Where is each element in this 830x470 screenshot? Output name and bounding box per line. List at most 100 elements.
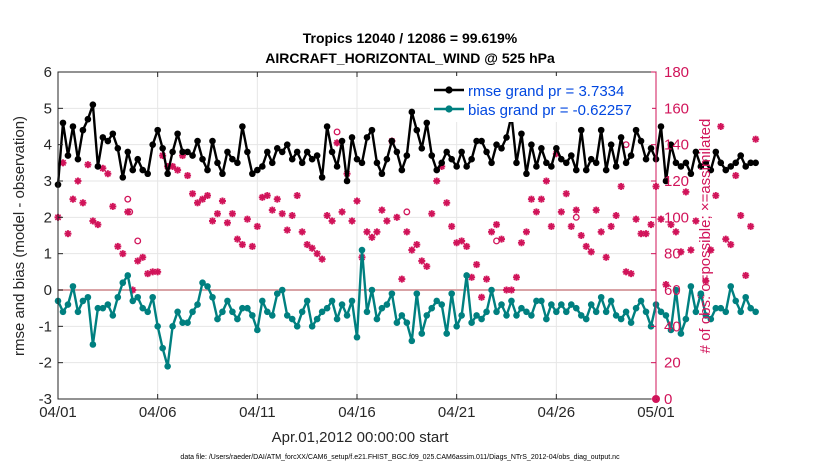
obs-count-point	[612, 212, 620, 220]
rmse-grand-point	[607, 141, 615, 148]
y2-tick-label: 60	[664, 282, 681, 299]
rmse-grand-point	[582, 166, 590, 174]
obs-stroke	[214, 210, 221, 217]
obs-stroke	[119, 250, 126, 257]
bias-grand-point	[622, 308, 630, 316]
bias-grand-point	[283, 312, 291, 319]
bias-grand-point	[607, 297, 615, 305]
rmse-grand-point	[254, 166, 261, 174]
bias-grand-point	[204, 283, 211, 290]
bias-grand-point	[74, 308, 82, 316]
obs-count-point	[139, 253, 147, 261]
y-axis-left: -3 -2 -1 0 1 2 3 4 5 6	[39, 64, 63, 408]
obs-stroke	[707, 246, 714, 254]
y-tick-label: 2	[44, 209, 52, 226]
obs-stroke	[398, 275, 406, 283]
bias-grand-point	[682, 315, 690, 323]
rmse-grand-point	[129, 166, 137, 174]
bias-grand-point	[408, 337, 416, 345]
rmse-grand-point	[333, 163, 341, 170]
obs-count-point	[707, 246, 715, 254]
obs-stroke	[732, 172, 739, 179]
obs-stroke	[184, 172, 191, 179]
obs-count-point	[702, 277, 710, 285]
rmse-grand-point	[572, 166, 580, 174]
rmse-grand-point	[637, 137, 645, 145]
obs-stroke	[428, 210, 435, 217]
rmse-grand-point	[229, 155, 236, 163]
obs-stroke	[692, 217, 700, 225]
obs-stroke	[104, 170, 111, 177]
y-tick-label: 3	[44, 173, 52, 190]
rmse-grand-point	[134, 155, 142, 163]
rmse-grand-point	[453, 163, 460, 170]
obs-stroke	[59, 159, 67, 166]
rmse-grand-point	[622, 159, 630, 167]
obs-count-point	[403, 228, 411, 236]
bias-grand-point	[234, 315, 241, 323]
rmse-grand-point	[732, 159, 740, 167]
bias-grand-point	[368, 286, 376, 294]
obs-count-point	[443, 199, 451, 207]
rmse-grand-point	[383, 155, 391, 163]
bias-grand-point	[727, 283, 735, 290]
obs-stroke	[244, 215, 251, 223]
obs-stroke	[607, 223, 615, 230]
bias-grand-point	[453, 323, 460, 330]
obs-count-point	[597, 228, 605, 236]
obs-stroke	[328, 217, 336, 225]
rmse-grand-point	[199, 155, 206, 163]
legend-rmse-label: rmse grand pr = 3.7334	[468, 83, 624, 100]
bias-grand-point	[518, 304, 525, 312]
rmse-series	[54, 101, 759, 188]
bias-grand-point	[64, 301, 72, 308]
obs-count-point	[243, 215, 251, 223]
obs-stroke	[413, 241, 420, 248]
rmse-grand-point	[543, 159, 550, 167]
rmse-grand-point	[209, 137, 216, 145]
obs-count-point	[742, 271, 750, 279]
obs-stroke	[513, 274, 520, 281]
obs-stroke	[632, 215, 640, 223]
obs-stroke	[109, 203, 116, 210]
obs-stroke	[558, 208, 565, 216]
obs-count-point	[373, 228, 381, 236]
bias-grand-point	[363, 308, 371, 316]
rmse-grand-point	[428, 152, 436, 159]
bias-grand-point	[707, 315, 715, 323]
obs-count-point	[747, 222, 755, 230]
bias-grand-point	[697, 290, 705, 297]
obs-count-point	[208, 217, 216, 225]
rmse-grand-point	[403, 152, 411, 159]
obs-stroke	[134, 257, 141, 265]
obs-count-point	[677, 248, 685, 256]
obs-stroke	[642, 230, 650, 237]
rmse-grand-point	[513, 159, 520, 167]
bias-grand-point	[473, 312, 480, 319]
bias-grand-point	[308, 323, 316, 330]
bias-grand-point	[662, 312, 670, 319]
obs-count-point	[687, 246, 695, 254]
rmse-grand-point	[244, 148, 251, 156]
obs-stroke	[478, 294, 485, 301]
rmse-grand-point	[154, 126, 161, 134]
obs-stroke	[717, 123, 724, 130]
rmse-grand-point	[174, 130, 181, 138]
obs-possible-point	[572, 213, 580, 221]
obs-stroke	[189, 190, 196, 197]
bias-grand-point	[184, 319, 191, 327]
y2-tick-label: 100	[664, 209, 689, 226]
rmse-grand-point	[697, 163, 705, 170]
rmse-grand-point	[692, 148, 700, 156]
obs-count-point	[408, 246, 416, 254]
y2-tick-label: 80	[664, 246, 681, 263]
obs-count-point	[184, 172, 192, 180]
rmse-grand-point	[682, 159, 690, 167]
bias-grand-point	[288, 315, 296, 323]
rmse-grand-point	[264, 148, 271, 156]
rmse-grand-point	[577, 126, 585, 134]
obs-count-point	[752, 135, 760, 143]
rmse-grand-point	[303, 148, 311, 156]
bias-grand-point	[169, 323, 176, 330]
rmse-grand-point	[687, 170, 695, 178]
